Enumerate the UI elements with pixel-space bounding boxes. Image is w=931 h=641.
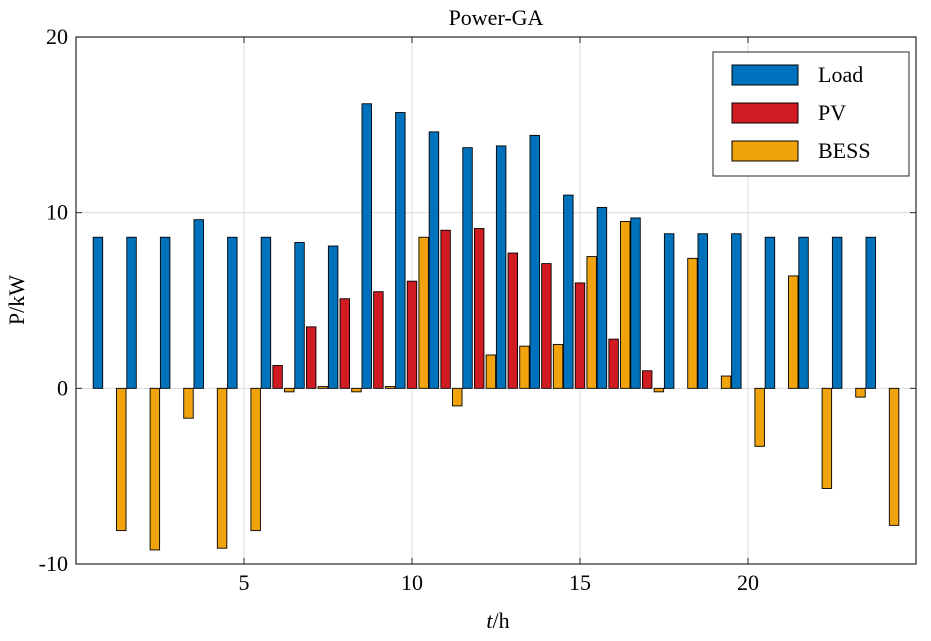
legend-swatch-bess [731,140,799,162]
bar-load [260,236,272,389]
plot-frame [75,36,917,565]
bar-bess [418,236,429,389]
bar-load [126,236,137,389]
bar-load [193,219,204,389]
x-tick-label: 20 [737,570,759,595]
bar-bess [653,387,665,393]
legend-swatch-pv [731,102,799,124]
legend-swatch-load [731,64,799,86]
bar-bess [250,387,261,532]
bar-bess [620,220,631,389]
bar-bess [149,387,161,551]
x-axis-label-unit: /h [493,608,510,633]
y-tick-label: 0 [57,375,68,400]
bar-bess [586,256,597,389]
bar-load [495,145,507,389]
bar-bess [452,387,463,407]
bar-pv [306,326,317,389]
bar-bess [216,387,228,549]
bar-bess [720,375,732,389]
bar-pv [642,370,653,389]
bar-bess [687,257,698,389]
legend: Load PV BESS [712,51,910,177]
bar-bess [351,387,362,393]
x-tick-label: 10 [401,570,423,595]
bar-load [697,233,708,389]
bar-load [395,112,406,389]
bar-pv [507,252,518,389]
bar-pv [440,229,451,389]
bar-load [327,245,339,389]
bars-layer [92,103,900,551]
bar-load [630,217,641,389]
bar-load [596,206,608,389]
bar-load [563,194,574,389]
bar-bess [519,345,530,389]
x-axis-label-var: t [486,608,493,633]
bar-load [663,233,675,389]
bar-load [294,242,305,389]
bar-bess [384,386,396,389]
bar-load [764,236,776,389]
legend-label-bess: BESS [818,138,871,163]
bar-load [731,233,742,389]
bar-load [529,134,540,389]
bar-load [798,236,809,389]
x-axis-label: t/h [486,608,509,633]
bar-pv [608,338,619,389]
chart-title: Power-GA [449,5,544,30]
legend-label-pv: PV [818,100,846,125]
y-axis-label: P/kW [4,275,29,325]
bar-pv [406,280,418,389]
bar-bess [485,354,497,389]
bar-bess [821,387,833,489]
bar-bess [788,275,799,389]
bar-pv [272,365,283,389]
y-tick-label: 20 [46,24,68,49]
legend-label-load: Load [818,62,863,87]
bar-bess [317,386,329,389]
bar-load [159,236,171,389]
bar-bess [754,387,765,447]
y-tick-label: -10 [39,551,68,576]
bar-load [227,236,238,389]
bar-bess [552,343,564,389]
bar-load [831,236,843,389]
x-tick-label: 15 [569,570,591,595]
bar-pv [474,228,485,389]
x-tick-label: 5 [239,570,250,595]
bar-pv [373,291,384,389]
bar-bess [116,387,127,532]
y-tick-label: 10 [46,200,68,225]
ticks-layer: 5 10 15 20 -10 0 10 20 [39,24,916,595]
bar-load [92,236,104,389]
bar-bess [183,387,194,419]
bar-load [865,236,876,389]
bar-bess [284,387,295,393]
bar-load [462,147,473,389]
bar-pv [339,298,350,389]
bar-load [361,103,372,389]
bar-bess [888,387,900,526]
bar-pv [574,282,586,389]
bar-pv [541,263,552,389]
bar-bess [855,387,866,398]
bar-load [428,131,440,389]
